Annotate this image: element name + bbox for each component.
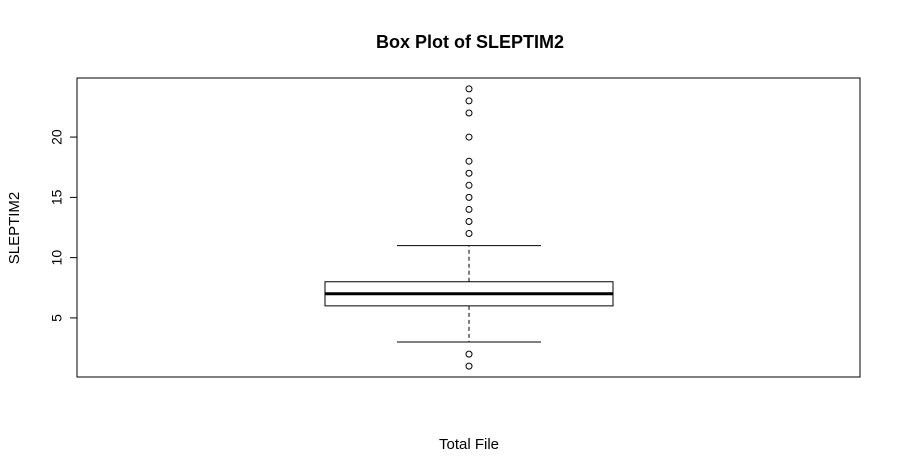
outlier-point: [465, 362, 473, 370]
outlier-point: [465, 85, 473, 93]
outlier-point: [465, 230, 473, 238]
y-axis-label: SLEPTIM2: [6, 192, 23, 265]
outlier-points: [465, 85, 473, 370]
outlier-point: [465, 181, 473, 189]
outlier-point: [465, 157, 473, 165]
outlier-point: [465, 350, 473, 358]
outlier-point: [465, 133, 473, 141]
y-tick-label: 5: [49, 314, 65, 322]
plot-frame: [76, 77, 861, 378]
outlier-point: [465, 193, 473, 201]
outlier-point: [465, 205, 473, 213]
outlier-point: [465, 169, 473, 177]
y-tick-label: 20: [49, 129, 65, 145]
outlier-point: [465, 109, 473, 117]
chart-title: Box Plot of SLEPTIM2: [376, 32, 564, 52]
box-group: [324, 245, 614, 343]
y-tick-label: 10: [49, 250, 65, 266]
x-axis-label: Total File: [439, 436, 499, 453]
y-tick-label: 15: [49, 189, 65, 205]
y-axis: 5 10 15 20: [49, 129, 78, 322]
outlier-point: [465, 217, 473, 225]
outlier-point: [465, 97, 473, 105]
